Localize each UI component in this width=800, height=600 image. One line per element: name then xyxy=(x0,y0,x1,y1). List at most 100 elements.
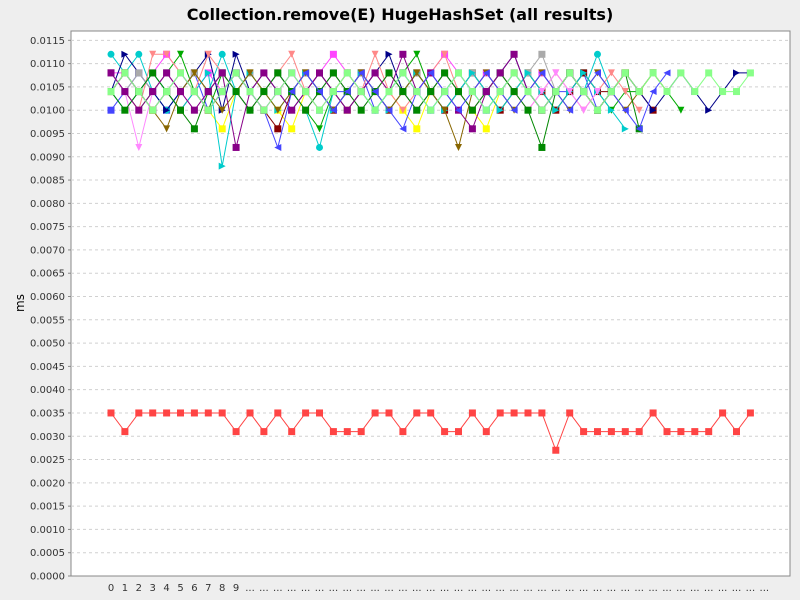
data-point xyxy=(524,106,532,114)
data-point xyxy=(274,143,282,151)
data-point xyxy=(135,50,143,58)
data-point xyxy=(274,69,282,77)
y-tick-label: 0.0050 xyxy=(30,339,65,350)
data-point xyxy=(135,409,143,417)
data-point xyxy=(705,69,713,77)
data-point xyxy=(413,106,421,114)
x-tick-label: ... xyxy=(245,583,255,594)
data-point xyxy=(621,69,629,77)
data-point xyxy=(218,162,226,170)
data-point xyxy=(538,409,546,417)
data-point xyxy=(594,106,601,114)
data-point xyxy=(177,106,184,114)
data-point xyxy=(316,69,323,77)
data-point xyxy=(649,69,657,77)
x-tick-label: ... xyxy=(676,583,686,594)
data-point xyxy=(177,69,184,77)
data-point xyxy=(594,88,601,96)
data-point xyxy=(399,50,407,58)
data-point xyxy=(552,106,560,114)
y-tick-label: 0.0065 xyxy=(30,269,65,280)
y-axis-label: ms xyxy=(13,294,27,312)
data-point xyxy=(357,106,365,114)
data-point xyxy=(177,88,184,96)
data-point xyxy=(246,88,254,96)
data-point xyxy=(733,69,740,77)
plot-area xyxy=(70,30,791,577)
data-point xyxy=(538,143,546,151)
data-point xyxy=(468,69,476,77)
x-tick-label: 0 xyxy=(108,583,114,594)
data-point xyxy=(621,428,629,436)
y-tick-label: 0.0000 xyxy=(30,572,65,583)
data-point xyxy=(468,125,476,133)
data-point xyxy=(121,428,129,436)
data-point xyxy=(204,106,212,114)
x-tick-label: 5 xyxy=(177,583,183,594)
y-tick-label: 0.0090 xyxy=(30,152,65,163)
data-point xyxy=(177,409,184,417)
data-point xyxy=(413,125,421,133)
data-point xyxy=(316,409,323,417)
x-tick-label: ... xyxy=(537,583,547,594)
data-point xyxy=(190,125,198,133)
series-layer xyxy=(107,50,754,454)
data-point xyxy=(427,409,435,417)
data-point xyxy=(121,69,129,77)
data-point xyxy=(413,69,421,77)
data-point xyxy=(719,409,727,417)
data-point xyxy=(218,88,226,96)
data-point xyxy=(190,88,198,96)
data-point xyxy=(538,50,546,58)
x-tick-label: ... xyxy=(259,583,269,594)
data-point xyxy=(524,69,532,77)
data-point xyxy=(149,409,157,417)
data-point xyxy=(510,106,518,114)
data-point xyxy=(371,50,379,58)
data-point xyxy=(427,106,435,114)
data-point xyxy=(343,69,351,77)
series-16 xyxy=(107,69,754,114)
data-point xyxy=(621,88,629,96)
data-point xyxy=(260,88,268,96)
data-point xyxy=(163,69,171,77)
data-point xyxy=(343,428,351,436)
data-point xyxy=(135,69,143,77)
data-point xyxy=(288,50,296,58)
data-point xyxy=(524,88,532,96)
data-point xyxy=(302,88,310,96)
data-point xyxy=(121,106,129,114)
data-point xyxy=(218,125,226,133)
data-point xyxy=(594,69,601,77)
data-point xyxy=(177,50,184,58)
data-point xyxy=(399,88,407,96)
y-tick-label: 0.0015 xyxy=(30,502,65,513)
data-point xyxy=(427,88,435,96)
x-tick-label: 4 xyxy=(163,583,169,594)
data-point xyxy=(274,106,282,114)
x-tick-label: ... xyxy=(634,583,644,594)
data-point xyxy=(163,50,171,58)
data-point xyxy=(482,428,490,436)
x-tick-label: ... xyxy=(273,583,283,594)
data-point xyxy=(607,88,615,96)
data-point xyxy=(510,88,518,96)
data-point xyxy=(329,88,337,96)
x-tick-label: ... xyxy=(704,583,714,594)
data-point xyxy=(385,106,393,114)
y-tick-label: 0.0115 xyxy=(30,36,65,47)
data-point xyxy=(691,88,699,96)
data-point xyxy=(399,106,407,114)
data-point xyxy=(149,69,157,77)
data-point xyxy=(329,106,337,114)
data-point xyxy=(566,88,574,96)
data-point xyxy=(218,409,226,417)
data-point xyxy=(135,143,143,151)
data-point xyxy=(552,446,560,454)
x-tick-label: 7 xyxy=(205,583,211,594)
data-point xyxy=(302,69,310,77)
data-point xyxy=(635,428,643,436)
y-tick-label: 0.0075 xyxy=(30,222,65,233)
data-point xyxy=(538,106,546,114)
